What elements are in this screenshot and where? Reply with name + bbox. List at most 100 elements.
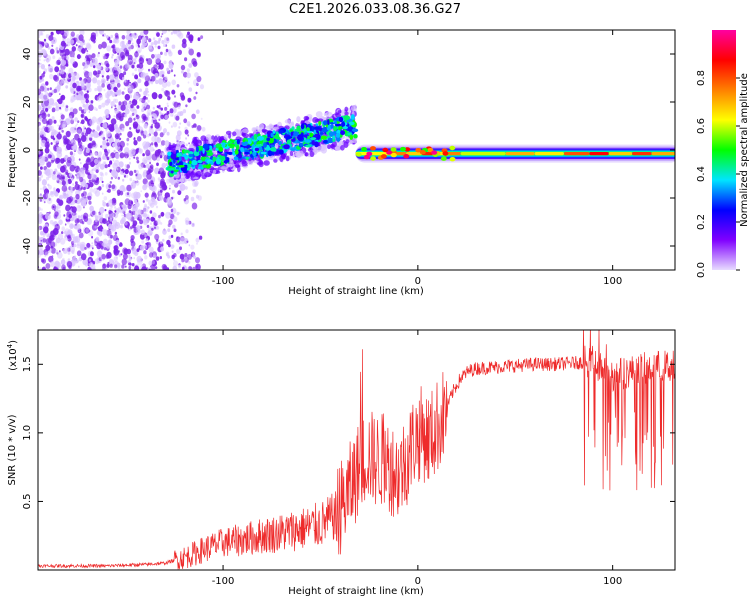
noise-speck [161,32,164,36]
chirp-core [253,133,258,140]
noise-speck [120,219,125,225]
noise-speck [102,139,107,146]
chirp-core [206,152,213,157]
noise-speck [186,267,190,270]
noise-speck [94,94,100,101]
noise-speck [154,136,160,143]
noise-speck [118,242,123,247]
chirp-halo [228,133,232,139]
noise-speck [163,184,168,191]
noise-speck [80,98,86,104]
chirp-core [245,157,249,161]
chirp-halo [297,150,304,156]
noise-speck [151,123,153,126]
noise-speck [86,90,89,93]
noise-speck [168,243,171,248]
noise-speck [152,37,156,41]
noise-speck [128,227,131,231]
chirp-core [290,148,296,151]
chirp-core [313,129,317,135]
noise-speck [153,220,158,226]
noise-speck [92,167,96,172]
noise-speck [121,258,128,266]
y-tick-label: 40 [22,48,33,61]
noise-speck [61,77,67,84]
noise-speck [166,67,170,72]
chirp-core [270,147,277,152]
chirp-core [274,133,280,140]
noise-speck [150,180,154,184]
noise-speck [56,59,61,65]
noise-speck [81,145,86,150]
noise-speck [46,87,50,91]
noise-speck [199,84,205,90]
chirp-core [257,135,264,141]
spectrogram-panel: -100 0 100 -40 -20 0 20 40 Height of straight … [7,29,676,297]
spectrogram-tone-trace [355,144,675,163]
y-tick-label: 1.5 [22,356,33,372]
noise-speck [43,38,47,42]
noise-speck [64,176,69,181]
noise-speck [113,70,119,77]
noise-speck [40,208,43,211]
noise-speck [70,31,76,37]
chirp-halo [317,118,324,123]
chirp-halo [268,124,274,128]
noise-speck [143,146,146,149]
noise-speck [164,76,168,81]
noise-speck [157,149,161,154]
noise-speck [135,114,140,120]
noise-speck [94,258,100,265]
noise-speck [51,44,54,47]
noise-speck [38,267,42,270]
noise-speck [179,122,182,125]
chirp-core [289,129,294,132]
noise-speck [44,91,49,96]
noise-speck [54,170,59,176]
chirp-halo [232,131,237,137]
noise-speck [128,161,132,165]
noise-speck [121,264,125,269]
noise-speck [39,158,45,166]
noise-speck [132,267,134,270]
noise-speck [58,106,62,110]
noise-speck [125,49,129,54]
chirp-halo [176,145,181,149]
noise-speck [90,32,96,39]
spectrogram-noise-region [38,30,206,270]
noise-speck [80,109,84,114]
chirp-halo [195,139,202,144]
noise-speck [160,107,163,111]
noise-speck [54,191,59,197]
chirp-core [278,130,284,134]
noise-speck [79,41,84,47]
noise-speck [70,224,74,228]
noise-speck [124,113,128,118]
noise-speck [109,67,115,73]
noise-speck [172,244,175,248]
noise-speck [109,126,115,132]
noise-speck [157,184,160,187]
noise-speck [76,166,79,170]
noise-speck [152,254,156,259]
chirp-core [293,131,299,137]
noise-speck [125,156,128,159]
noise-speck [144,75,151,82]
noise-speck [172,189,175,194]
tone-knot [431,150,438,155]
noise-speck [65,57,68,60]
noise-speck [55,30,61,35]
chirp-halo [291,121,294,126]
noise-speck [80,253,87,261]
noise-speck [77,98,79,101]
noise-speck [147,143,151,149]
noise-speck [147,133,150,138]
noise-speck [127,40,132,45]
chirp-core [350,114,355,121]
noise-speck [100,69,105,76]
noise-speck [182,109,187,114]
noise-speck [106,94,110,99]
noise-speck [56,133,62,140]
noise-speck [179,237,186,245]
noise-speck [102,201,107,207]
